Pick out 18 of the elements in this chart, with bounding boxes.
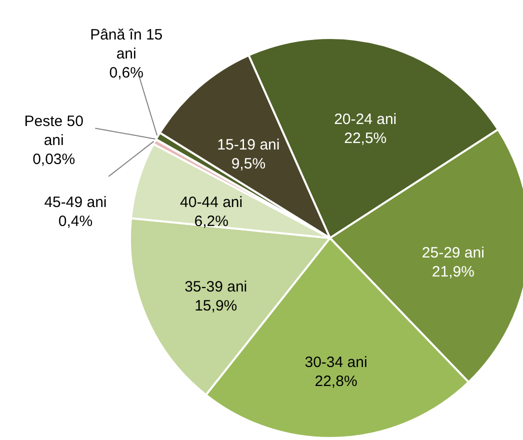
data-label: 0,4% — [58, 213, 93, 230]
slice-label: 45-49 ani — [44, 194, 107, 212]
data-label: 0,03% — [32, 150, 76, 168]
slice-label: 35-39 ani — [184, 278, 248, 296]
data-label: 6,2% — [194, 213, 228, 230]
slice-label: Până în 15 ani — [90, 26, 163, 62]
slice-label: 15-19 ani — [217, 136, 280, 154]
slice-label: 40-44 ani — [180, 194, 243, 212]
data-label: 0,6% — [109, 64, 144, 82]
data-label: 9,5% — [231, 156, 266, 173]
data-label: 21,9% — [432, 263, 474, 280]
slice-label: 30-34 ani — [304, 354, 368, 371]
data-label: 15,9% — [194, 297, 238, 314]
slice-label: 20-24 ani — [334, 111, 397, 128]
data-label: 22,8% — [314, 372, 358, 390]
slice-label: Peste 50 ani — [24, 112, 84, 149]
data-label: 22,5% — [344, 130, 387, 148]
slice-label: 25-29 ani — [422, 244, 484, 262]
